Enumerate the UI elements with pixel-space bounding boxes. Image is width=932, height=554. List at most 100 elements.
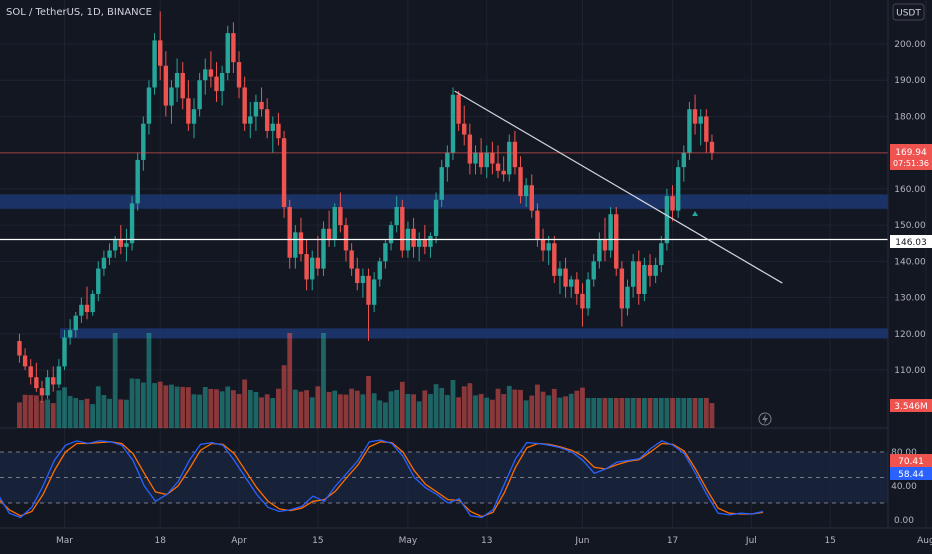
volume-bar — [90, 404, 96, 428]
candle-body — [394, 207, 399, 226]
candle-body — [642, 264, 647, 294]
volume-bar — [304, 390, 309, 428]
alert-lightning-icon[interactable] — [758, 412, 772, 426]
candle-body — [208, 69, 214, 77]
volume-bar — [185, 387, 191, 428]
volume-bar — [28, 395, 34, 428]
volume-bar — [489, 399, 495, 428]
volume-bar — [591, 398, 597, 428]
currency-button[interactable]: USDT — [892, 3, 925, 21]
candle-body — [569, 279, 574, 287]
candle-body — [343, 225, 349, 251]
overlay-lines — [0, 90, 888, 284]
volume-bar — [675, 398, 681, 428]
volume-bar — [670, 398, 675, 428]
volume-bar — [22, 394, 28, 428]
price-tick-label: 180.00 — [894, 112, 926, 122]
volume-bar — [484, 397, 490, 428]
candle-body — [231, 33, 236, 63]
candle-body — [203, 69, 208, 81]
time-tick-label: Jul — [745, 536, 757, 546]
candle-body — [456, 94, 461, 124]
volume-badge: 3.546M — [890, 399, 932, 412]
candle-body — [135, 159, 140, 204]
time-tick-label: 13 — [481, 536, 492, 546]
candle-body — [473, 152, 478, 164]
candle-body — [597, 239, 602, 262]
candle-body — [630, 261, 636, 287]
volume-bar — [653, 398, 659, 428]
candle-body — [574, 279, 580, 294]
symbol-title: SOL / TetherUS, 1D, BINANCE — [6, 7, 152, 18]
candle-body — [304, 254, 309, 280]
candle-body — [174, 72, 180, 88]
volume-bar — [456, 397, 461, 428]
price-tick-label: 140.00 — [894, 257, 926, 267]
candle-body — [360, 275, 366, 284]
candle-body — [101, 257, 107, 269]
volume-bar — [236, 393, 242, 428]
candle-body — [259, 101, 264, 110]
candle-body — [67, 330, 73, 338]
candle-body — [512, 141, 518, 168]
volume-bar — [337, 394, 343, 428]
volume-bar — [157, 381, 163, 428]
candle-body — [338, 207, 343, 226]
k-value: 70.41 — [898, 457, 924, 467]
volume-bar — [298, 391, 304, 428]
volume-bar — [563, 396, 568, 428]
volume-bar — [73, 398, 79, 428]
volume-bar — [546, 395, 552, 428]
volume-bar — [56, 390, 62, 428]
volume-bar — [107, 398, 112, 428]
candle-body — [236, 62, 242, 88]
osc-tick-label: 40.00 — [891, 482, 917, 492]
volume-bar — [557, 397, 563, 428]
volume-bar — [180, 386, 186, 428]
volume-bar — [101, 395, 107, 428]
candle-body — [28, 366, 33, 378]
last-price-badge: 169.94 07:51:36 — [890, 144, 932, 170]
candle-body — [248, 116, 253, 124]
volume-bar — [613, 398, 619, 428]
volume-bar — [709, 403, 715, 428]
volume-bar — [625, 398, 630, 428]
candle-body — [141, 123, 146, 160]
candle-body — [355, 268, 360, 284]
volume-bar — [242, 379, 248, 428]
price-tick-label: 160.00 — [894, 185, 926, 195]
candle-body — [546, 243, 551, 251]
candle-body — [152, 40, 157, 88]
volume-bar — [388, 391, 394, 428]
volume-bar — [208, 389, 214, 428]
volume-bar — [636, 398, 642, 428]
volume-bar — [202, 387, 208, 428]
volume-bar — [506, 385, 512, 428]
time-tick-label: Apr — [231, 536, 247, 546]
candle-body — [73, 315, 78, 331]
volume-bar — [197, 394, 203, 428]
volume-bar — [124, 399, 129, 428]
candle-body — [62, 337, 67, 367]
candle-body — [602, 239, 608, 251]
candle-body — [411, 228, 416, 247]
candle-body — [647, 264, 653, 276]
candle-body — [523, 185, 529, 197]
volume-bar — [698, 398, 704, 428]
volume-bar — [50, 403, 56, 428]
volume-bar — [512, 389, 518, 428]
stoch-rsi-pane[interactable] — [0, 439, 888, 519]
volume-bar — [585, 398, 591, 428]
volume-bar — [292, 389, 298, 428]
volume-bar — [641, 398, 647, 428]
candle-body — [225, 33, 230, 73]
candle-body — [692, 109, 698, 124]
candle-body — [371, 279, 377, 305]
volume-bar — [439, 387, 445, 428]
candle-body — [146, 87, 152, 124]
volume-bar — [664, 398, 670, 428]
candle-body — [219, 72, 225, 92]
